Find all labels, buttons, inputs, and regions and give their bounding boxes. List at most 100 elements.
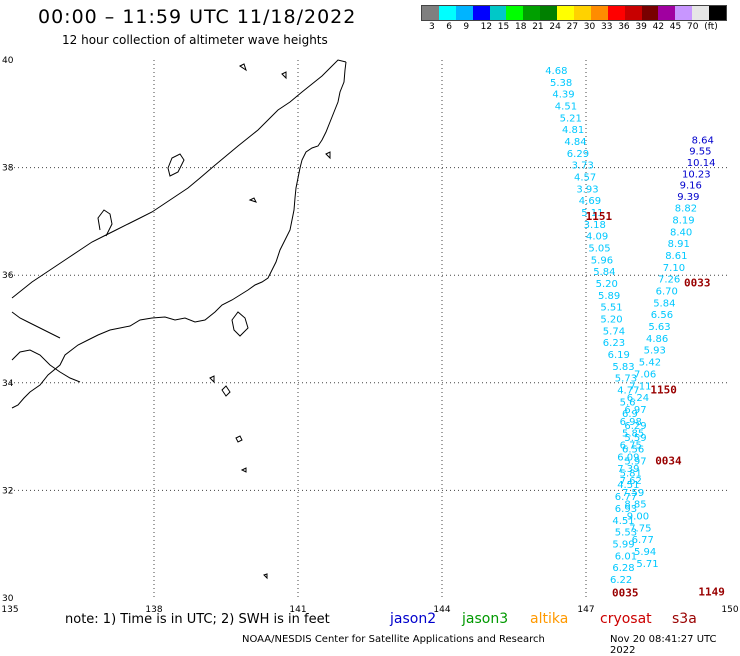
legend-label: 33 <box>601 22 613 32</box>
satellite-jason2: jason2 <box>390 611 437 627</box>
pass-time-label: 0035 <box>612 587 639 600</box>
latitude-tick-label: 32 <box>2 486 13 496</box>
longitude-tick-label: 144 <box>433 605 450 615</box>
legend-label: 12 <box>480 22 493 32</box>
legend-swatch-9 <box>574 6 591 20</box>
footer-timestamp: Nov 20 08:41:27 UTC 2022 <box>610 634 717 656</box>
wave-height-value: 7.39 <box>617 464 639 475</box>
longitude-tick-label: 147 <box>577 605 594 615</box>
wave-height-value: 4.77 <box>617 386 639 397</box>
wave-height-value: 5.99 <box>612 539 634 550</box>
izu-islands <box>209 63 331 580</box>
wave-height-value: 5.11 <box>581 208 603 219</box>
wave-height-value: 6.9 <box>622 409 638 420</box>
wave-height-value: 8.91 <box>668 239 690 250</box>
wave-height-value: 6.70 <box>656 287 678 298</box>
longitude-tick-label: 138 <box>145 605 162 615</box>
latitude-tick-label: 38 <box>2 164 14 174</box>
wave-height-value: 6.77 <box>615 492 637 503</box>
wave-height-value: 6.01 <box>615 551 637 562</box>
pass-time-label: 0034 <box>655 454 682 467</box>
wave-height-value: 6.29 <box>624 421 646 432</box>
legend-swatch-0 <box>422 6 439 20</box>
kyushu-coast <box>11 311 61 339</box>
wave-height-value: 5.83 <box>612 362 634 373</box>
wave-height-value: 6.75 <box>620 440 642 451</box>
wave-height-value: 6.09 <box>617 452 639 463</box>
legend-swatch-17 <box>709 6 727 20</box>
wave-height-value: 5.85 <box>622 429 644 440</box>
wave-height-value: 8.82 <box>675 204 697 215</box>
satellite-altika: altika <box>530 611 569 627</box>
legend-swatch-3 <box>472 6 490 20</box>
wave-height-value: 5.74 <box>603 326 625 337</box>
latitude-tick-label: 30 <box>2 594 14 604</box>
shikoku-coast <box>11 349 81 383</box>
wave-height-value: 3.93 <box>576 184 598 195</box>
wave-height-value: 5.63 <box>648 322 670 333</box>
wave-height-value: 5.38 <box>550 78 572 89</box>
wave-height-value: 5.84 <box>653 298 675 309</box>
wave-height-value: 7.06 <box>634 369 656 380</box>
satellite-cryosat: cryosat <box>600 611 652 627</box>
wave-height-value: 5.89 <box>598 291 620 302</box>
wave-height-value: 7.59 <box>622 488 644 499</box>
legend-label: 18 <box>515 22 527 32</box>
legend-label: 70 <box>687 22 699 32</box>
noto-peninsula <box>97 209 113 237</box>
wave-height-value: 4.39 <box>552 90 574 101</box>
wave-height-value: 7.62 <box>620 476 642 487</box>
wave-height-value: 5.73 <box>615 374 637 385</box>
wave-height-value: 6.56 <box>651 310 673 321</box>
wave-height-value: 5.94 <box>634 547 656 558</box>
legend-swatch-11 <box>607 6 625 20</box>
wave-height-value: 4.84 <box>564 137 586 148</box>
japan-coastline <box>11 61 347 409</box>
footer-note: note: 1) Time is in UTC; 2) SWH is in fe… <box>65 612 330 627</box>
pass-time-label: 1151 <box>586 210 613 223</box>
pass-time-label: 1150 <box>650 383 677 396</box>
wave-height-value: 4.68 <box>545 66 567 77</box>
legend-label: 3 <box>429 22 435 32</box>
legend-label: 27 <box>566 22 579 32</box>
sado-island <box>167 153 185 177</box>
wave-height-value: 8.61 <box>665 251 687 262</box>
wave-height-value: 5.51 <box>600 303 622 314</box>
wave-height-value: 5.42 <box>639 358 661 369</box>
wave-height-value: 4.09 <box>586 232 608 243</box>
wave-height-value: 5.21 <box>560 113 582 124</box>
legend-label: 39 <box>635 22 647 32</box>
wave-height-value: 5.53 <box>615 528 637 539</box>
wave-height-value: 4.51 <box>555 101 577 112</box>
footer-credit: NOAA/NESDIS Center for Satellite Applica… <box>242 634 545 645</box>
legend-label: 6 <box>446 22 452 32</box>
wave-height-value: 9.16 <box>680 181 702 192</box>
wave-height-value: 5.96 <box>591 255 613 266</box>
legend-swatch-12 <box>624 6 642 20</box>
pass-time-label: 0033 <box>684 277 711 290</box>
legend-swatch-16 <box>692 6 710 20</box>
legend-swatch-5 <box>506 6 524 20</box>
legend-swatch-1 <box>438 6 456 20</box>
wave-height-value: 7.11 <box>629 381 651 392</box>
wave-height-value: 6.22 <box>610 575 632 586</box>
wave-height-value: 8.19 <box>672 216 694 227</box>
wave-height-value: 4.81 <box>562 125 584 136</box>
satellite-jason3: jason3 <box>462 611 509 627</box>
wave-height-value: 3.73 <box>572 161 594 172</box>
legend-swatch-4 <box>489 6 507 20</box>
japan-sea-coast <box>11 59 347 299</box>
wave-height-value: 6.56 <box>622 445 644 456</box>
wave-height-value: 9.39 <box>677 192 699 203</box>
wave-height-value: 4.51 <box>617 480 639 491</box>
wave-height-value: 6.29 <box>567 149 589 160</box>
wave-height-value: 5.84 <box>593 267 615 278</box>
wave-height-value: 4.69 <box>579 196 601 207</box>
legend-swatch-14 <box>658 6 676 20</box>
wave-height-value: 7.75 <box>629 523 651 534</box>
wave-height-value: 4.51 <box>612 516 634 527</box>
wave-height-value: 5.59 <box>624 433 646 444</box>
wave-height-value: 6.93 <box>615 504 637 515</box>
legend-swatch-8 <box>557 6 575 20</box>
